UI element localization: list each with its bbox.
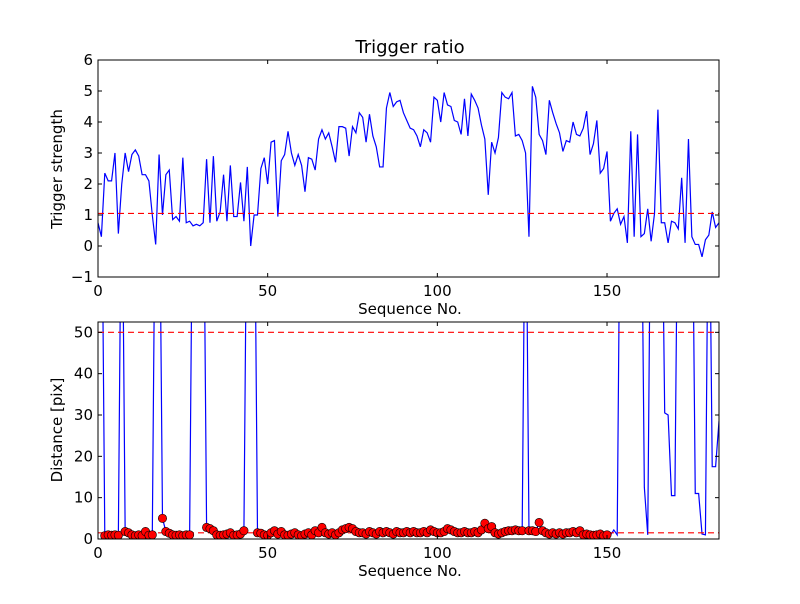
axes-frame [97, 59, 720, 278]
data-point [534, 517, 544, 527]
data-point [157, 513, 167, 523]
y-tick-label: 3 [83, 144, 93, 162]
x-tick-label: 50 [258, 544, 277, 562]
x-axis-label: Sequence No. [358, 562, 462, 580]
x-tick-label: 50 [258, 282, 277, 300]
data-point [239, 526, 249, 536]
distance-chart: 0 50 100 150 0 10 20 30 40 50 Sequence No. Dista… [48, 321, 720, 580]
x-tick-label: 0 [93, 544, 103, 562]
x-tick-label: 150 [593, 544, 622, 562]
y-tick-label: 50 [74, 323, 93, 341]
y-tick-label: 2 [83, 175, 93, 193]
x-tick-label: 100 [423, 544, 452, 562]
axes-frame [97, 321, 720, 540]
y-axis-ticks: 0 10 20 30 40 50 [74, 323, 719, 548]
y-tick-label: 0 [83, 530, 93, 548]
x-tick-label: 150 [593, 282, 622, 300]
y-tick-label: 20 [74, 447, 93, 465]
y-axis-label: Trigger strength [48, 109, 66, 230]
y-tick-label: 30 [74, 406, 93, 424]
chart-title: Trigger ratio [354, 37, 464, 58]
y-tick-label: 1 [83, 206, 93, 224]
x-tick-label: 100 [423, 282, 452, 300]
y-axis-ticks: −1 0 1 2 3 4 5 6 [71, 51, 719, 286]
plot-area [98, 86, 719, 258]
data-point [113, 530, 123, 539]
data-point [147, 530, 157, 539]
x-axis-ticks: 0 50 100 150 [93, 322, 621, 562]
x-axis-label: Sequence No. [358, 300, 462, 318]
x-axis-ticks: 0 50 100 150 [93, 60, 621, 300]
x-tick-label: 0 [93, 282, 103, 300]
y-tick-label: 6 [83, 51, 93, 69]
y-tick-label: 4 [83, 113, 93, 131]
y-axis-label: Distance [pix] [48, 378, 66, 483]
data-point [602, 530, 612, 539]
y-tick-label: 40 [74, 365, 93, 383]
y-tick-label: 0 [83, 237, 93, 255]
y-tick-label: −1 [71, 268, 93, 286]
plot-area [98, 322, 719, 539]
data-point [185, 530, 195, 539]
y-tick-label: 5 [83, 82, 93, 100]
y-tick-label: 10 [74, 489, 93, 507]
